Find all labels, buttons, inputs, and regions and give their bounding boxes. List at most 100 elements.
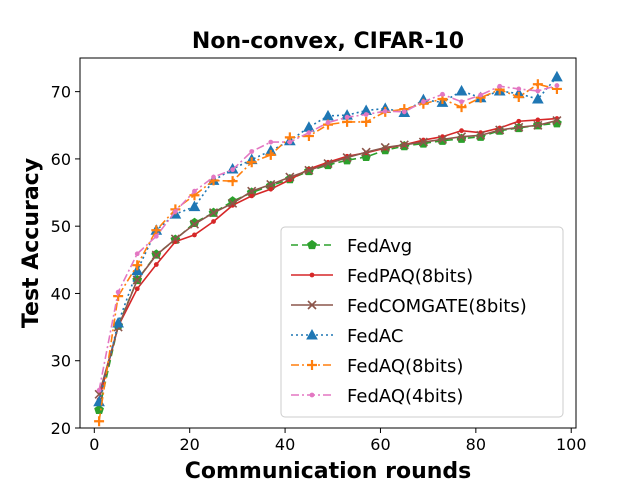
data-point <box>266 179 276 190</box>
legend-entry: FedAQ(4bits) <box>291 386 463 407</box>
data-point <box>306 130 312 136</box>
data-point <box>401 109 407 115</box>
data-point <box>552 115 562 126</box>
data-point <box>94 416 105 427</box>
legend-marker <box>306 328 318 340</box>
data-point <box>361 147 371 157</box>
data-point <box>344 114 350 120</box>
data-point <box>478 92 484 98</box>
data-point <box>192 232 197 238</box>
data-point <box>249 193 255 199</box>
data-point <box>382 108 388 114</box>
data-point <box>189 219 200 229</box>
legend-label: FedAvg <box>347 236 412 257</box>
data-point <box>440 91 445 97</box>
legend-marker <box>309 272 315 278</box>
data-point <box>551 70 563 82</box>
legend-marker <box>307 239 317 250</box>
data-point <box>211 219 216 224</box>
x-tick-label: 80 <box>466 435 486 454</box>
data-point <box>456 132 467 142</box>
legend-entry: FedAC <box>291 326 403 347</box>
x-tick-label: 40 <box>275 435 295 454</box>
x-tick-label: 20 <box>180 435 200 454</box>
data-point <box>399 140 409 150</box>
legend-entry: FedPAQ(8bits) <box>291 266 473 287</box>
data-point <box>495 125 505 135</box>
data-point <box>380 142 390 153</box>
data-point <box>134 251 140 257</box>
data-point <box>153 233 159 239</box>
x-tick-label: 100 <box>556 435 587 454</box>
data-point <box>192 188 197 194</box>
data-point <box>304 165 314 175</box>
chart-title: Non-convex, CIFAR-10 <box>192 29 464 54</box>
axes-frame <box>79 57 577 429</box>
data-point <box>151 225 162 236</box>
data-point <box>325 120 331 125</box>
data-point <box>211 174 216 180</box>
legend-label: FedCOMGATE(8bits) <box>347 296 527 317</box>
data-point <box>531 93 544 104</box>
legend-entry: FedAvg <box>291 236 412 257</box>
y-tick-label: 70 <box>51 83 71 102</box>
data-point <box>268 139 274 145</box>
data-point <box>535 117 541 123</box>
data-point <box>96 387 102 393</box>
data-point <box>323 159 333 169</box>
y-axis-label: Test Accuracy <box>19 158 44 328</box>
data-point <box>115 289 121 295</box>
x-tick-label: 0 <box>89 435 99 454</box>
y-tick-label: 50 <box>51 217 71 236</box>
data-point <box>246 157 257 168</box>
data-point <box>265 149 276 160</box>
data-point <box>208 208 219 218</box>
legend-label: FedAC <box>347 326 403 347</box>
data-point <box>230 167 236 173</box>
data-point <box>554 83 560 88</box>
data-point <box>459 128 464 134</box>
data-point <box>418 137 428 147</box>
data-point <box>516 86 522 92</box>
data-point <box>455 84 468 96</box>
data-point <box>497 83 503 89</box>
data-point <box>361 116 372 127</box>
legend-label: FedAQ(8bits) <box>347 356 463 377</box>
data-point <box>363 112 369 117</box>
data-point <box>322 109 334 121</box>
y-tick-label: 20 <box>51 419 71 438</box>
x-axis-label: Communication rounds <box>185 459 471 480</box>
data-point <box>153 262 159 267</box>
x-tick-label: 60 <box>370 435 390 454</box>
legend-label: FedPAQ(8bits) <box>347 266 473 287</box>
legend-entry: FedCOMGATE(8bits) <box>291 296 527 317</box>
series-2 <box>94 115 562 399</box>
data-point <box>285 172 295 182</box>
data-point <box>287 139 293 145</box>
data-point <box>132 275 142 285</box>
legend-marker <box>307 300 317 310</box>
data-point <box>112 317 125 328</box>
data-point <box>420 99 426 105</box>
data-point <box>532 79 543 90</box>
data-point <box>535 88 541 94</box>
data-point <box>151 250 161 260</box>
data-point <box>513 92 524 103</box>
legend-marker <box>309 392 315 398</box>
y-tick-label: 30 <box>51 352 71 371</box>
data-point <box>228 198 238 208</box>
legend-box <box>280 226 564 418</box>
data-point <box>188 200 201 212</box>
data-point <box>247 186 257 196</box>
data-point <box>170 234 180 244</box>
data-point <box>134 286 140 292</box>
legend-label: FedAQ(4bits) <box>347 386 463 407</box>
legend-marker <box>307 360 317 370</box>
y-tick-label: 60 <box>51 150 71 169</box>
data-point <box>437 134 448 144</box>
data-point <box>268 186 274 192</box>
data-point <box>249 149 255 154</box>
data-point <box>172 208 178 214</box>
data-point <box>459 99 464 105</box>
